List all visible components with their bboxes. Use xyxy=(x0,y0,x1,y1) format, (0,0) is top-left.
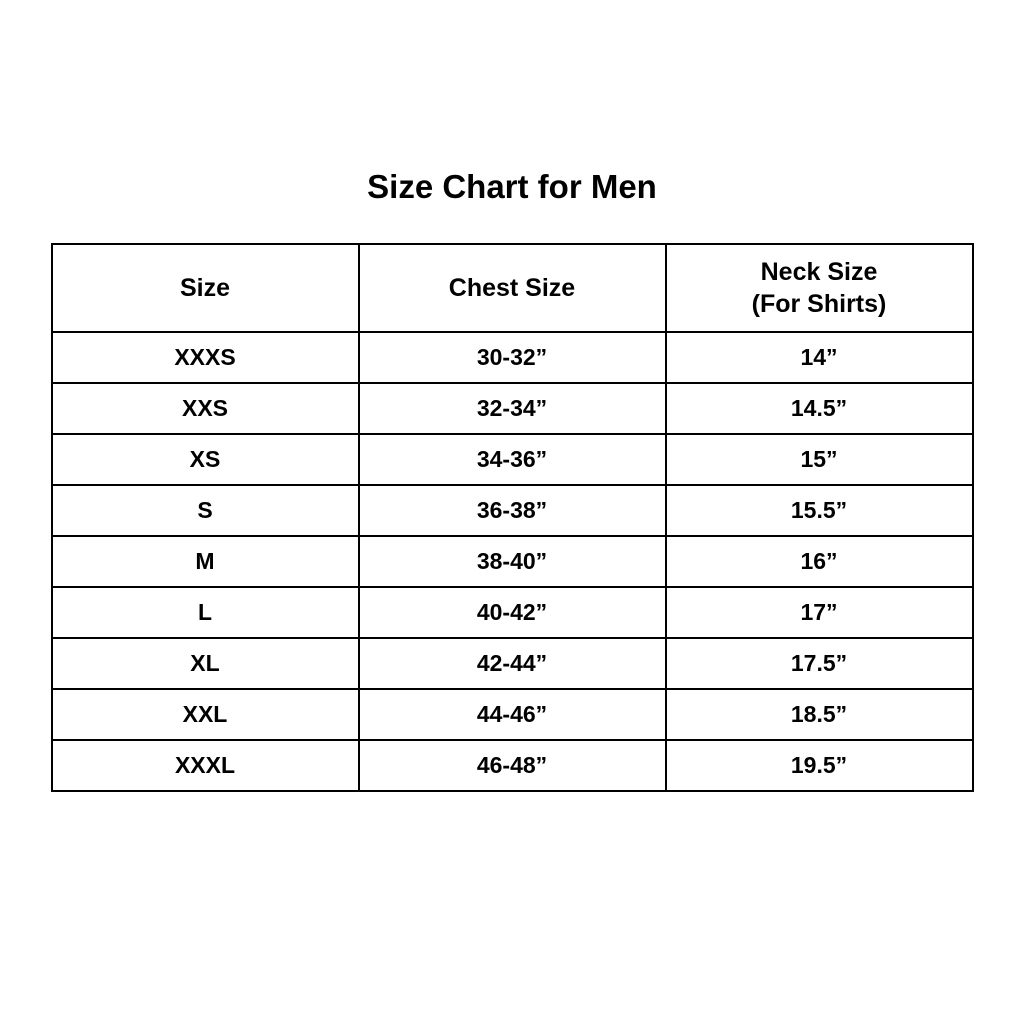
table-header-row: Size Chest Size Neck Size (For Shirts) xyxy=(50,243,974,333)
column-header-neck-size: Neck Size (For Shirts) xyxy=(664,243,974,333)
neck-size-cell: 18.5” xyxy=(664,688,974,741)
chest-size-cell: 30-32” xyxy=(357,331,667,384)
neck-size-sublabel: (For Shirts) xyxy=(751,290,887,318)
size-cell: XXXL xyxy=(50,739,360,792)
size-cell: XXL xyxy=(50,688,360,741)
chest-size-cell: 42-44” xyxy=(357,637,667,690)
size-cell: XXS xyxy=(50,382,360,435)
table-row: S 36-38” 15.5” xyxy=(50,484,974,537)
size-chart-table: Size Chest Size Neck Size (For Shirts) X… xyxy=(50,243,974,792)
size-cell: XL xyxy=(50,637,360,690)
table-body: XXXS 30-32” 14” XXS 32-34” 14.5” XS 34-3… xyxy=(50,331,974,792)
chest-size-cell: 46-48” xyxy=(357,739,667,792)
table-row: XXL 44-46” 18.5” xyxy=(50,688,974,741)
table-row: XXXS 30-32” 14” xyxy=(50,331,974,384)
table-row: XXS 32-34” 14.5” xyxy=(50,382,974,435)
neck-size-cell: 14.5” xyxy=(664,382,974,435)
neck-size-label: Neck Size xyxy=(760,257,878,286)
chest-size-cell: 44-46” xyxy=(357,688,667,741)
column-header-size: Size xyxy=(50,243,360,333)
size-cell: XXXS xyxy=(50,331,360,384)
chest-size-cell: 38-40” xyxy=(357,535,667,588)
neck-size-cell: 15” xyxy=(664,433,974,486)
size-cell: L xyxy=(50,586,360,639)
size-cell: XS xyxy=(50,433,360,486)
neck-size-cell: 19.5” xyxy=(664,739,974,792)
chest-size-cell: 32-34” xyxy=(357,382,667,435)
size-cell: S xyxy=(50,484,360,537)
neck-size-cell: 16” xyxy=(664,535,974,588)
chest-size-cell: 40-42” xyxy=(357,586,667,639)
table-row: L 40-42” 17” xyxy=(50,586,974,639)
neck-size-cell: 14” xyxy=(664,331,974,384)
neck-size-cell: 15.5” xyxy=(664,484,974,537)
neck-size-cell: 17.5” xyxy=(664,637,974,690)
chest-size-cell: 36-38” xyxy=(357,484,667,537)
chest-size-cell: 34-36” xyxy=(357,433,667,486)
table-row: XXXL 46-48” 19.5” xyxy=(50,739,974,792)
table-row: XL 42-44” 17.5” xyxy=(50,637,974,690)
table-head: Size Chest Size Neck Size (For Shirts) xyxy=(50,243,974,333)
table-row: M 38-40” 16” xyxy=(50,535,974,588)
column-header-chest-size: Chest Size xyxy=(357,243,667,333)
page-title: Size Chart for Men xyxy=(367,168,657,205)
table-row: XS 34-36” 15” xyxy=(50,433,974,486)
size-cell: M xyxy=(50,535,360,588)
neck-size-cell: 17” xyxy=(664,586,974,639)
